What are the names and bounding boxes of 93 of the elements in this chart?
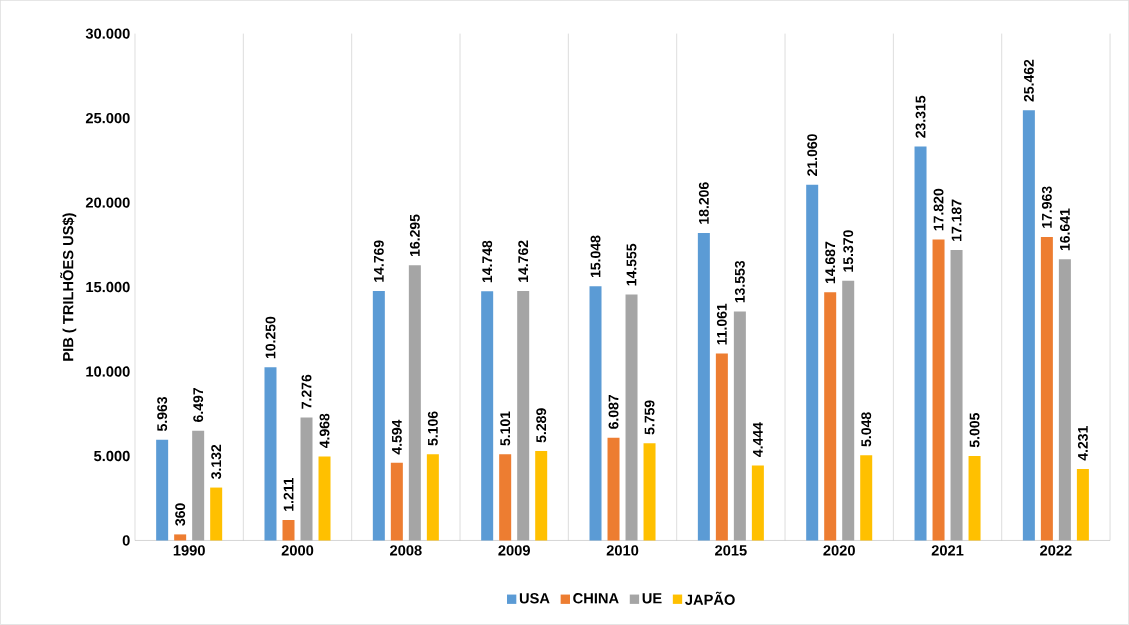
bar [372, 291, 385, 541]
bar [426, 454, 439, 541]
data-label: 360 [175, 503, 186, 526]
data-label: 10.250 [265, 316, 276, 359]
data-label: 14.762 [518, 240, 529, 283]
data-label: 4.231 [1077, 426, 1088, 461]
bar [282, 520, 295, 541]
data-label: 17.187 [951, 199, 962, 242]
data-label: 16.641 [1059, 208, 1070, 251]
bar [625, 294, 638, 541]
bar [806, 184, 819, 541]
data-label: 17.820 [933, 188, 944, 231]
bar [932, 239, 945, 541]
data-label: 5.048 [861, 412, 872, 447]
bar [318, 456, 331, 541]
data-label: 4.444 [753, 422, 763, 458]
bar [860, 455, 873, 541]
bar [1076, 469, 1089, 541]
data-label: 14.687 [825, 241, 836, 284]
bar [517, 291, 530, 541]
x-tick-label: 2000 [281, 545, 314, 556]
x-tick-label: 1990 [173, 545, 205, 556]
bar [535, 451, 548, 541]
bar [968, 456, 981, 541]
data-label: 14.748 [482, 240, 493, 283]
bar [300, 417, 313, 541]
data-label: 15.370 [843, 230, 854, 272]
data-label: 6.087 [608, 395, 619, 429]
y-tick-label: 5.000 [94, 450, 130, 462]
data-label: 5.289 [536, 408, 547, 443]
y-tick-label: 15.000 [86, 281, 130, 293]
bar [192, 430, 205, 541]
data-label: 5.106 [427, 411, 438, 446]
data-label: 5.963 [157, 397, 168, 432]
data-label: 15.048 [590, 235, 601, 278]
bar [607, 437, 620, 541]
bar [156, 439, 169, 541]
bar [174, 534, 187, 541]
y-tick-label: 20.000 [85, 197, 130, 208]
data-label: 14.769 [373, 240, 384, 282]
legend-label: JAPÃO [685, 591, 735, 606]
bar [733, 311, 746, 541]
y-tick-label: 10.000 [86, 366, 130, 377]
y-tick-label: 25.000 [85, 113, 130, 124]
bar [697, 232, 710, 541]
x-tick-label: 2010 [606, 545, 639, 556]
y-tick-label: 30.000 [85, 28, 130, 39]
x-tick-label: 2021 [931, 545, 964, 556]
bar [824, 292, 837, 541]
legend-label: USA [519, 593, 550, 604]
x-tick-label: 2008 [390, 545, 422, 556]
data-label: 18.206 [698, 182, 709, 224]
data-label: 13.553 [734, 261, 745, 303]
bar [715, 353, 728, 541]
bar [643, 443, 656, 541]
data-label: 7.276 [301, 374, 312, 409]
bar [499, 454, 512, 541]
data-label: 5.759 [644, 400, 655, 435]
data-label: 5.101 [500, 411, 511, 446]
bar [914, 146, 927, 541]
bar [589, 286, 602, 541]
legend-label: UE [642, 593, 662, 604]
data-label: 21.060 [807, 134, 818, 177]
bar [751, 465, 764, 541]
bar [1040, 237, 1053, 541]
data-label: 5.005 [969, 413, 980, 448]
bar [390, 462, 403, 541]
bar [1058, 259, 1071, 541]
x-tick-label: 2009 [498, 545, 530, 556]
legend-label: CHINA [573, 593, 619, 604]
x-tick-label: 2015 [715, 545, 747, 556]
bar [481, 291, 494, 541]
data-label: 25.462 [1023, 59, 1034, 102]
data-label: 23.315 [915, 95, 926, 138]
data-label: 14.555 [626, 243, 637, 286]
x-tick-label: 2020 [823, 545, 855, 556]
x-tick-label: 2022 [1040, 545, 1072, 556]
y-tick-label: 0 [122, 535, 130, 546]
data-label: 16.295 [409, 214, 420, 257]
data-label: 4.968 [319, 413, 330, 449]
bar [842, 280, 855, 541]
data-label: 3.132 [211, 444, 222, 480]
data-label: 1.211 [283, 477, 294, 511]
bar [950, 250, 963, 541]
bar [408, 265, 421, 541]
data-label: 4.594 [391, 419, 402, 455]
bar [264, 367, 277, 541]
bar [1022, 110, 1035, 541]
y-axis-title: PIB ( TRILHÕES US$) [60, 213, 77, 361]
data-label: 6.497 [193, 388, 204, 423]
data-label: 17.963 [1041, 186, 1052, 228]
data-label: 11.061 [716, 303, 727, 345]
bar [210, 487, 223, 541]
